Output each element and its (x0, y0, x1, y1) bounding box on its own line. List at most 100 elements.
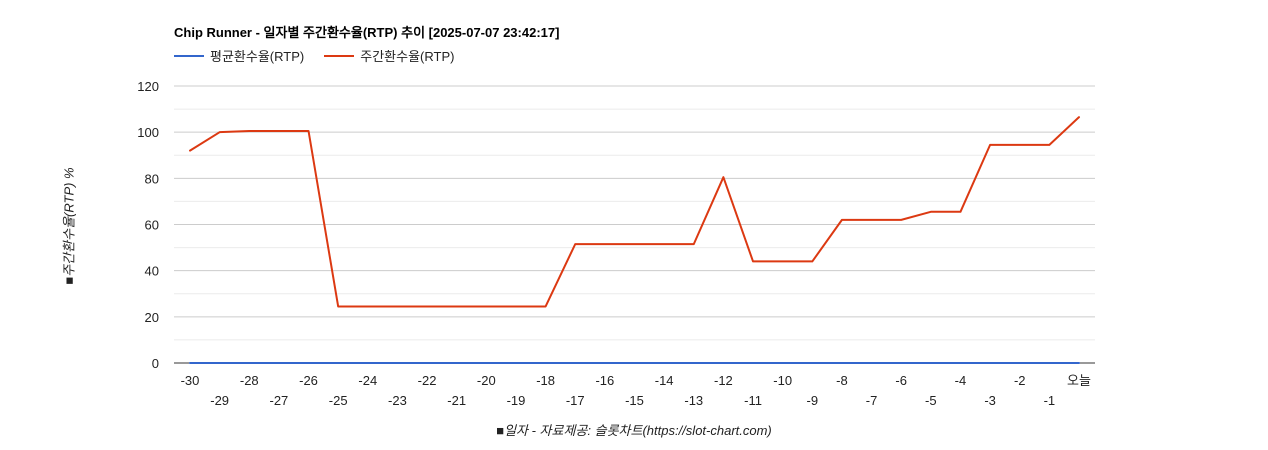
x-tick-label: -14 (655, 373, 674, 388)
data-point[interactable] (544, 304, 548, 308)
data-point[interactable] (781, 361, 785, 365)
data-point[interactable] (514, 304, 518, 308)
x-tick-label: -26 (299, 373, 318, 388)
data-point[interactable] (1018, 143, 1022, 147)
x-tick-label: -12 (714, 373, 733, 388)
legend-label-average-rtp: 평균환수율(RTP) (210, 49, 305, 64)
y-tick-label: 0 (152, 356, 159, 371)
x-tick-label: -16 (595, 373, 614, 388)
x-tick-label: -4 (955, 373, 967, 388)
data-point[interactable] (1047, 143, 1051, 147)
data-point[interactable] (247, 361, 251, 365)
data-point[interactable] (425, 361, 429, 365)
data-point[interactable] (484, 361, 488, 365)
x-tick-layer: -30-29-28-27-26-25-24-23-22-21-20-19-18-… (181, 373, 1091, 408)
x-tick-label: -22 (418, 373, 437, 388)
data-point[interactable] (810, 259, 814, 263)
x-tick-label: 오늘 (1067, 373, 1091, 388)
data-point[interactable] (395, 304, 399, 308)
data-point[interactable] (307, 361, 311, 365)
data-point[interactable] (840, 218, 844, 222)
data-point[interactable] (484, 304, 488, 308)
data-point[interactable] (455, 361, 459, 365)
data-point[interactable] (603, 361, 607, 365)
legend-item-weekly-rtp[interactable]: 주간환수율(RTP) (324, 46, 454, 65)
data-point[interactable] (573, 242, 577, 246)
data-point[interactable] (603, 242, 607, 246)
data-point[interactable] (840, 361, 844, 365)
x-tick-label: -19 (507, 393, 526, 408)
legend-item-average-rtp[interactable]: 평균환수율(RTP) (174, 46, 304, 65)
data-point[interactable] (455, 304, 459, 308)
chart-legend: 평균환수율(RTP) 주간환수율(RTP) (174, 46, 474, 65)
y-tick-label: 20 (145, 310, 159, 325)
data-point[interactable] (1077, 361, 1081, 365)
data-point[interactable] (188, 361, 192, 365)
legend-swatch-weekly-rtp (324, 54, 355, 57)
data-point[interactable] (1047, 361, 1051, 365)
data-point[interactable] (307, 129, 311, 133)
data-point[interactable] (662, 242, 666, 246)
data-point[interactable] (633, 242, 637, 246)
x-tick-label: -7 (866, 393, 878, 408)
data-point[interactable] (870, 218, 874, 222)
data-point[interactable] (810, 361, 814, 365)
data-point[interactable] (395, 361, 399, 365)
x-tick-label: -23 (388, 393, 407, 408)
data-point[interactable] (929, 210, 933, 214)
data-point[interactable] (544, 361, 548, 365)
data-point[interactable] (218, 361, 222, 365)
data-point[interactable] (781, 259, 785, 263)
data-point[interactable] (514, 361, 518, 365)
data-point[interactable] (247, 129, 251, 133)
x-tick-label: -13 (684, 393, 703, 408)
data-point[interactable] (218, 130, 222, 134)
data-point[interactable] (721, 361, 725, 365)
x-tick-label: -21 (447, 393, 466, 408)
x-tick-label: -20 (477, 373, 496, 388)
data-point[interactable] (958, 361, 962, 365)
data-point[interactable] (188, 149, 192, 153)
data-point[interactable] (870, 361, 874, 365)
data-point[interactable] (662, 361, 666, 365)
data-point[interactable] (692, 361, 696, 365)
x-tick-label: -5 (925, 393, 937, 408)
y-tick-label: 100 (137, 125, 159, 140)
data-point[interactable] (1018, 361, 1022, 365)
legend-label-weekly-rtp: 주간환수율(RTP) (360, 49, 455, 64)
data-point[interactable] (899, 218, 903, 222)
data-point[interactable] (336, 304, 340, 308)
data-point[interactable] (899, 361, 903, 365)
x-tick-label: -24 (358, 373, 377, 388)
data-point[interactable] (1077, 115, 1081, 119)
data-point[interactable] (958, 210, 962, 214)
data-point[interactable] (336, 361, 340, 365)
data-point[interactable] (751, 361, 755, 365)
data-point[interactable] (573, 361, 577, 365)
data-point[interactable] (721, 175, 725, 179)
x-axis-title: ■일자 - 자료제공: 슬롯차트(https://slot-chart.com) (496, 423, 772, 438)
data-point[interactable] (366, 304, 370, 308)
data-point[interactable] (751, 259, 755, 263)
series-line-1[interactable] (189, 116, 1080, 308)
y-tick-layer: 0 20 40 60 80 100 120 (137, 79, 159, 371)
y-tick-label: 120 (137, 79, 159, 94)
data-point[interactable] (988, 143, 992, 147)
data-point[interactable] (277, 129, 281, 133)
data-point[interactable] (988, 361, 992, 365)
data-point[interactable] (277, 361, 281, 365)
data-point[interactable] (692, 242, 696, 246)
y-axis-title: ■주간환수율(RTP) % (61, 167, 77, 285)
y-tick-label: 40 (145, 264, 159, 279)
legend-swatch-average-rtp (174, 54, 204, 57)
data-point[interactable] (633, 361, 637, 365)
series-layer (188, 115, 1081, 365)
data-point[interactable] (366, 361, 370, 365)
x-tick-label: -17 (566, 393, 585, 408)
x-tick-label: -18 (536, 373, 555, 388)
x-tick-label: -2 (1014, 373, 1026, 388)
x-tick-label: -15 (625, 393, 644, 408)
data-point[interactable] (929, 361, 933, 365)
data-point[interactable] (425, 304, 429, 308)
